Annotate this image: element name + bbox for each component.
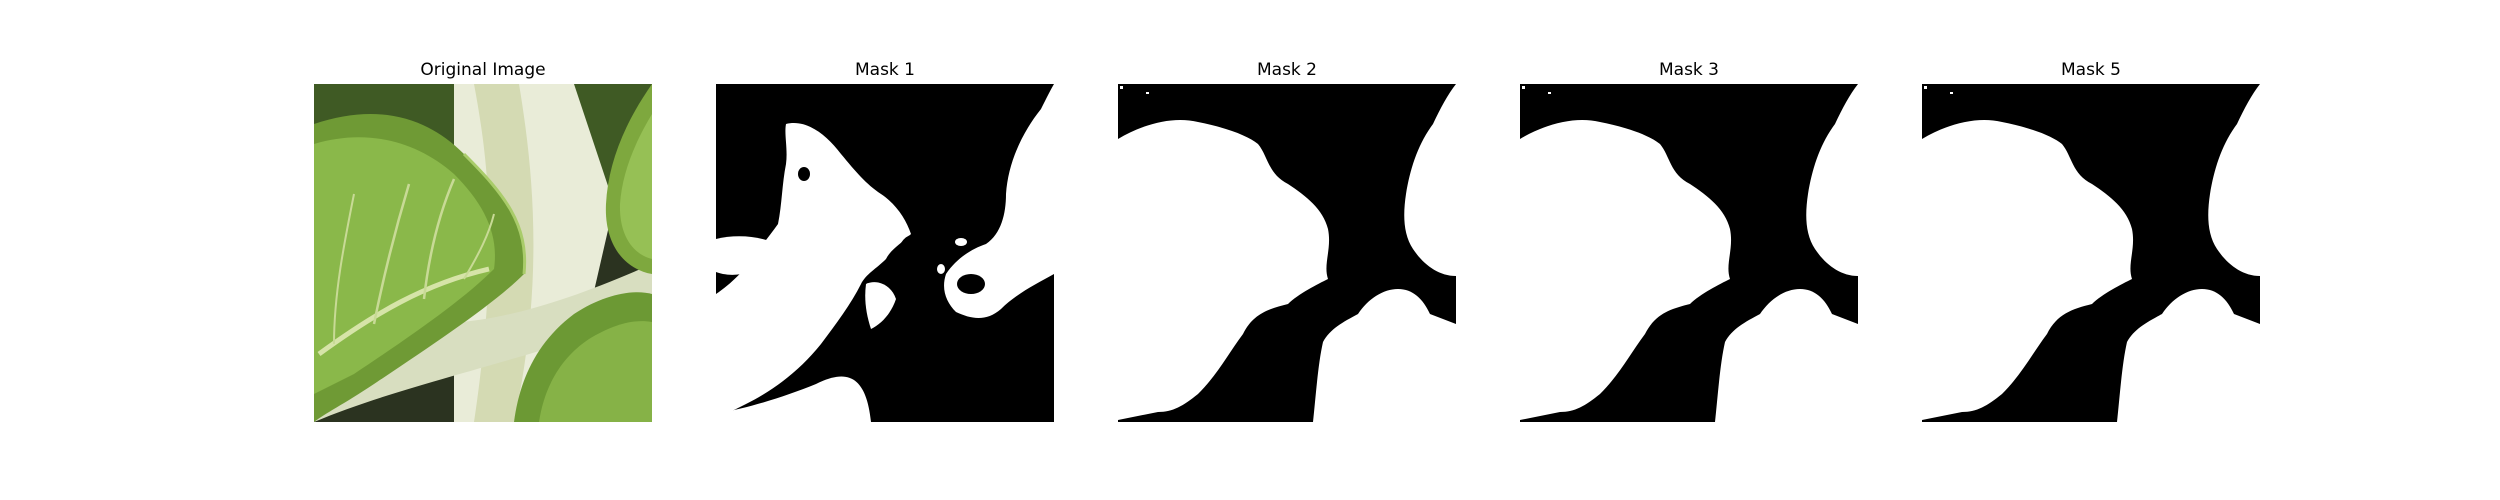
panel-mask-5: Mask 5 (1922, 56, 2260, 422)
panel-mask-2: Mask 2 (1118, 56, 1456, 422)
panel-mask-1: Mask 1 (716, 56, 1054, 422)
leaf-photo-icon (314, 84, 652, 422)
mask-image (1520, 84, 1858, 422)
panel-title: Original Image (420, 60, 546, 80)
mask-image (716, 84, 1054, 422)
panel-title: Mask 5 (2060, 60, 2121, 80)
panel-title: Mask 3 (1658, 60, 1719, 80)
panel-title: Mask 1 (854, 60, 915, 80)
mask-image (1118, 84, 1456, 422)
mask-image (1922, 84, 2260, 422)
panel-original-image: Original Image (314, 56, 652, 422)
panel-mask-3: Mask 3 (1520, 56, 1858, 422)
panel-title: Mask 2 (1256, 60, 1317, 80)
